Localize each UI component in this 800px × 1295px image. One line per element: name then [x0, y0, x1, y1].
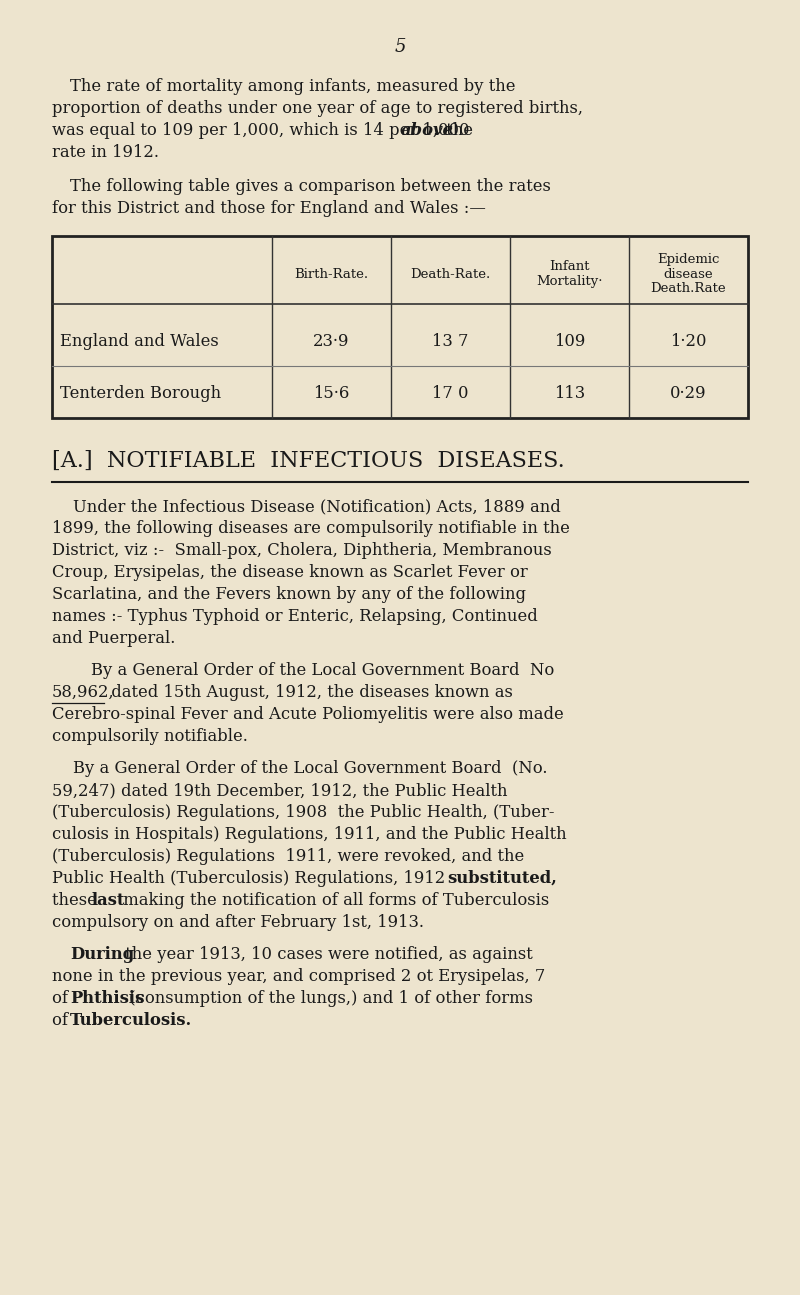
Text: 109: 109	[554, 334, 585, 351]
Text: compulsory on and after February 1st, 1913.: compulsory on and after February 1st, 19…	[52, 914, 424, 931]
Text: Birth-Rate.: Birth-Rate.	[294, 268, 369, 281]
Text: (Tuberculosis) Regulations  1911, were revoked, and the: (Tuberculosis) Regulations 1911, were re…	[52, 848, 524, 865]
Text: for this District and those for England and Wales :—: for this District and those for England …	[52, 199, 486, 218]
Text: District, viz :-  Small-pox, Cholera, Diphtheria, Membranous: District, viz :- Small-pox, Cholera, Dip…	[52, 543, 552, 559]
Text: substituted,: substituted,	[447, 870, 557, 887]
Text: was equal to 109 per 1,000, which is 14 per 1,000: was equal to 109 per 1,000, which is 14 …	[52, 122, 474, 139]
Text: Cerebro-spinal Fever and Acute Poliomyelitis were also made: Cerebro-spinal Fever and Acute Poliomyel…	[52, 706, 564, 723]
Text: The rate of mortality among infants, measured by the: The rate of mortality among infants, mea…	[70, 78, 515, 95]
Text: 0·29: 0·29	[670, 386, 707, 403]
Text: 59,247) dated 19th December, 1912, the Public Health: 59,247) dated 19th December, 1912, the P…	[52, 782, 507, 799]
Text: England and Wales: England and Wales	[60, 334, 218, 351]
Text: Tenterden Borough: Tenterden Borough	[60, 386, 221, 403]
Text: By a General Order of the Local Government Board  (No.: By a General Order of the Local Governme…	[52, 760, 547, 777]
Text: proportion of deaths under one year of age to registered births,: proportion of deaths under one year of a…	[52, 100, 583, 117]
Text: 1·20: 1·20	[670, 334, 706, 351]
Text: Croup, Erysipelas, the disease known as Scarlet Fever or: Croup, Erysipelas, the disease known as …	[52, 565, 528, 581]
Text: and Puerperal.: and Puerperal.	[52, 629, 175, 648]
Text: During: During	[70, 947, 134, 963]
Text: Scarlatina, and the Fevers known by any of the following: Scarlatina, and the Fevers known by any …	[52, 587, 526, 603]
Text: Infant
Mortality·: Infant Mortality·	[536, 260, 602, 287]
Text: none in the previous year, and comprised 2 ot Erysipelas, 7: none in the previous year, and comprised…	[52, 967, 546, 985]
Text: 17 0: 17 0	[432, 386, 469, 403]
Text: 23·9: 23·9	[314, 334, 350, 351]
Text: 13 7: 13 7	[432, 334, 469, 351]
Text: Under the Infectious Disease (Notification) Acts, 1889 and: Under the Infectious Disease (Notificati…	[52, 499, 561, 515]
Text: names :- Typhus Typhoid or Enteric, Relapsing, Continued: names :- Typhus Typhoid or Enteric, Rela…	[52, 607, 538, 625]
Text: the: the	[441, 122, 473, 139]
Text: 58,962,: 58,962,	[52, 684, 114, 701]
Text: By a General Order of the Local Government Board  No: By a General Order of the Local Governme…	[70, 662, 554, 679]
Text: last: last	[92, 892, 126, 909]
Text: 1899, the following diseases are compulsorily notifiable in the: 1899, the following diseases are compuls…	[52, 521, 570, 537]
Text: Public Health (Tuberculosis) Regulations, 1912: Public Health (Tuberculosis) Regulations…	[52, 870, 456, 887]
Text: culosis in Hospitals) Regulations, 1911, and the Public Health: culosis in Hospitals) Regulations, 1911,…	[52, 826, 566, 843]
Text: of: of	[52, 989, 74, 1008]
Text: Epidemic
disease
Death.Rate: Epidemic disease Death.Rate	[650, 253, 726, 295]
Text: Death-Rate.: Death-Rate.	[410, 268, 490, 281]
Text: The following table gives a comparison between the rates: The following table gives a comparison b…	[70, 177, 551, 196]
Text: (Tuberculosis) Regulations, 1908  the Public Health, (Tuber-: (Tuberculosis) Regulations, 1908 the Pub…	[52, 804, 554, 821]
Text: making the notification of all forms of Tuberculosis: making the notification of all forms of …	[118, 892, 550, 909]
Text: 5: 5	[394, 38, 406, 56]
Text: Tuberculosis.: Tuberculosis.	[70, 1011, 192, 1030]
Text: rate in 1912.: rate in 1912.	[52, 144, 159, 161]
Text: (consumption of the lungs,) and 1 of other forms: (consumption of the lungs,) and 1 of oth…	[124, 989, 533, 1008]
Text: compulsorily notifiable.: compulsorily notifiable.	[52, 728, 248, 745]
Bar	[52, 236, 748, 418]
Text: dated 15th August, 1912, the diseases known as: dated 15th August, 1912, the diseases kn…	[106, 684, 513, 701]
Text: Phthisis: Phthisis	[70, 989, 144, 1008]
Text: [A.]  NOTIFIABLE  INFECTIOUS  DISEASES.: [A.] NOTIFIABLE INFECTIOUS DISEASES.	[52, 449, 565, 471]
Text: 113: 113	[554, 386, 585, 403]
Text: of: of	[52, 1011, 74, 1030]
Text: above: above	[401, 122, 454, 139]
Text: the year 1913, 10 cases were notified, as against: the year 1913, 10 cases were notified, a…	[120, 947, 533, 963]
Text: these: these	[52, 892, 102, 909]
Text: 15·6: 15·6	[314, 386, 350, 403]
